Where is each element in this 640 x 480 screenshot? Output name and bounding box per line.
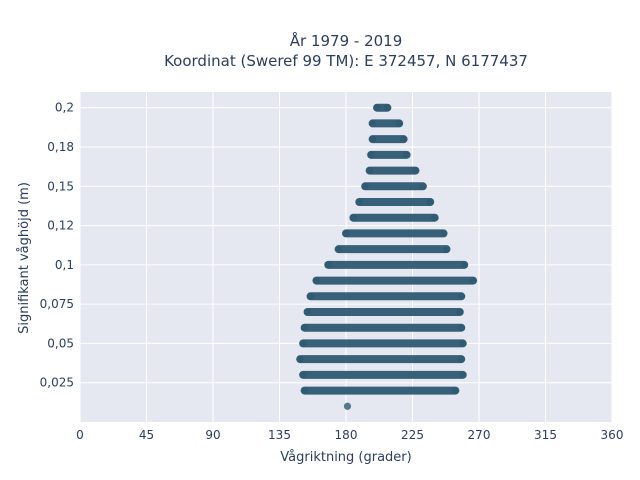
scatter-point: [306, 292, 315, 300]
scatter-point: [442, 245, 451, 253]
x-tick-label: 0: [76, 428, 84, 442]
scatter-point: [373, 104, 381, 112]
scatter-point: [469, 276, 477, 285]
scatter-point: [402, 151, 411, 159]
y-tick-label: 0,05: [47, 336, 74, 350]
x-tick-label: 360: [601, 428, 624, 442]
scatter-point: [400, 135, 408, 143]
scatter-point: [366, 166, 374, 175]
x-tick-label: 135: [268, 428, 291, 442]
y-tick-label: 0,12: [47, 219, 74, 233]
scatter-point: [459, 339, 467, 348]
scatter-point: [312, 276, 321, 285]
y-tick-label: 0,2: [55, 101, 74, 115]
y-axis-label: Signifikant våghöjd (m): [17, 182, 32, 334]
scatter-point: [457, 355, 465, 363]
x-tick-label: 315: [534, 428, 557, 442]
y-tick-label: 0,025: [40, 376, 74, 390]
scatter-point: [395, 119, 403, 128]
scatter-point: [299, 339, 307, 348]
scatter-point: [355, 198, 363, 206]
scatter-point: [361, 182, 369, 190]
scatter-point: [301, 386, 309, 395]
scatter-point: [324, 261, 332, 269]
x-tick-label: 270: [468, 428, 491, 442]
x-tick-label: 180: [335, 428, 358, 442]
y-tick-label: 0,15: [47, 179, 74, 193]
chart-title-line-1: År 1979 - 2019: [290, 31, 403, 50]
scatter-point: [301, 324, 309, 332]
scatter-point: [299, 371, 307, 379]
x-axis-label: Vågriktning (grader): [280, 450, 411, 465]
x-tick-label: 90: [205, 428, 220, 442]
scatter-point: [342, 229, 350, 238]
scatter-point: [343, 402, 352, 410]
y-tick-label: 0,18: [47, 140, 74, 154]
scatter-point: [349, 214, 357, 222]
scatter-point: [419, 182, 427, 190]
scatter-point: [411, 166, 420, 175]
chart-title-line-2: Koordinat (Sweref 99 TM): E 372457, N 61…: [164, 52, 528, 70]
scatter-point: [367, 151, 375, 159]
x-tick-labels: 0 45 90 135 180 225 270 315 360: [76, 428, 623, 442]
y-tick-labels: 0,025 0,05 0,075 0,1 0,12 0,15 0,18 0,2: [40, 101, 74, 390]
x-tick-label: 45: [139, 428, 154, 442]
scatter-point: [426, 198, 434, 206]
scatter-point: [303, 308, 312, 316]
scatter-point: [369, 135, 377, 143]
scatter-points: [296, 103, 478, 410]
scatter-point: [439, 229, 448, 238]
scatter-point: [456, 308, 464, 316]
scatter-point: [459, 371, 467, 379]
scatter-point: [457, 324, 465, 332]
x-tick-label: 225: [401, 428, 424, 442]
y-tick-label: 0,1: [55, 258, 74, 272]
scatter-point: [460, 261, 468, 269]
scatter-point: [457, 292, 465, 300]
scatter-point: [451, 386, 459, 395]
scatter-point: [335, 245, 343, 253]
scatter-point: [431, 214, 439, 222]
scatter-point: [369, 119, 377, 128]
y-tick-label: 0,075: [40, 297, 74, 311]
scatter-point: [383, 104, 391, 112]
scatter-point: [296, 355, 304, 363]
